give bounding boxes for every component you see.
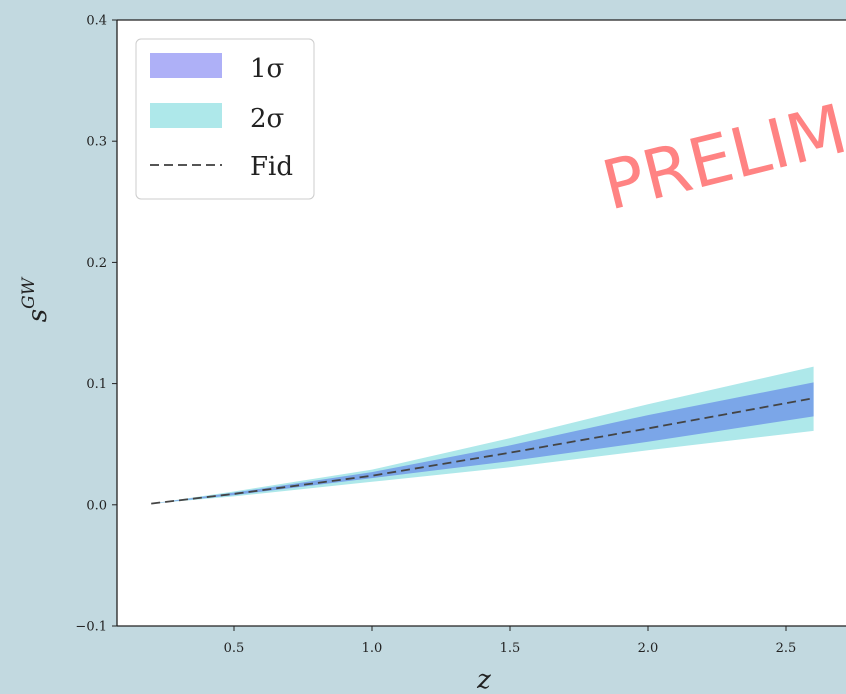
x-tick-label: 0.5 xyxy=(224,641,245,656)
y-axis-ticks: −0.1 0.0 0.1 0.2 0.3 0.4 xyxy=(75,14,117,635)
x-axis-ticks: 0.5 1.0 1.5 2.0 2.5 xyxy=(224,626,797,656)
y-tick-label: 0.1 xyxy=(86,377,107,392)
y-tick-label: −0.1 xyxy=(75,620,107,635)
y-axis-label-superscript: GW xyxy=(19,276,39,309)
legend-swatch-2sigma xyxy=(150,103,222,128)
legend-label-2sigma: 2σ xyxy=(250,104,284,134)
plot-frame xyxy=(116,19,846,627)
legend-swatch-1sigma xyxy=(150,53,222,78)
x-tick-label: 2.0 xyxy=(638,641,659,656)
y-axis-label-text: sGW xyxy=(19,276,53,322)
x-tick-label: 1.5 xyxy=(500,641,521,656)
y-tick-label: 0.4 xyxy=(86,14,107,29)
x-tick-label: 2.5 xyxy=(776,641,797,656)
legend-box xyxy=(135,38,315,200)
x-tick-label: 1.0 xyxy=(362,641,383,656)
y-tick-label: 0.3 xyxy=(86,135,107,150)
y-tick-label: 0.2 xyxy=(86,256,107,271)
confidence-bands xyxy=(151,366,814,504)
y-axis-label: sGW xyxy=(19,276,53,322)
legend-label-fid: Fid xyxy=(250,152,293,182)
x-axis-label: z xyxy=(476,665,491,694)
legend-label-1sigma: 1σ xyxy=(250,54,284,84)
x-axis-label-text: z xyxy=(476,665,491,694)
y-tick-label: 0.0 xyxy=(86,498,107,513)
legend: 1σ 2σ Fid xyxy=(135,38,315,200)
y-axis-label-main: s xyxy=(23,309,53,322)
